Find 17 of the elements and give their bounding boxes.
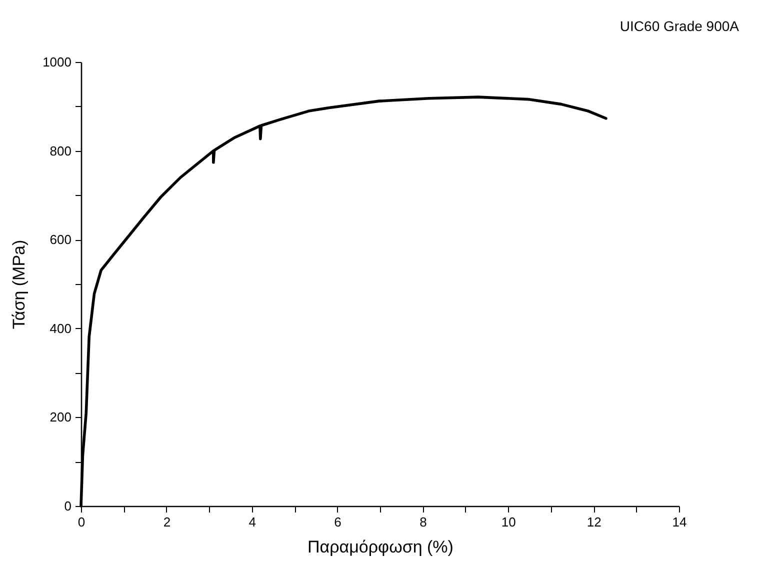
y-tick-label: 600 [50,232,72,248]
x-tick-label: 0 [78,514,86,530]
x-tick-label: 8 [420,514,427,530]
y-tick-label: 200 [50,410,72,425]
y-tick-label: 800 [50,143,72,158]
y-axis-title: Τάση (MPa) [10,240,29,330]
y-tick-label: 0 [64,498,72,514]
x-tick-label: 14 [672,514,687,530]
x-tick-label: 6 [334,514,342,530]
y-tick-label: 1000 [42,54,72,70]
y-tick-label: 400 [50,320,72,336]
x-tick-label: 2 [163,514,171,530]
x-axis-title: Παραμόρφωση (%) [308,538,454,556]
x-tick-label: 4 [248,514,256,530]
x-tick-label: 12 [586,514,602,530]
chart-title: UIC60 Grade 900A [620,18,740,34]
x-tick-label: 10 [501,514,516,530]
